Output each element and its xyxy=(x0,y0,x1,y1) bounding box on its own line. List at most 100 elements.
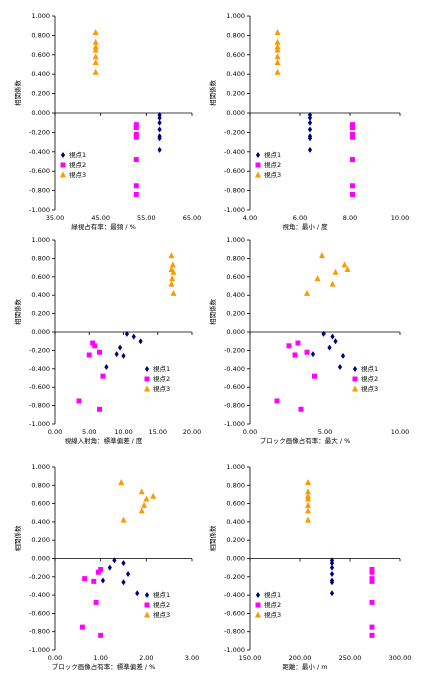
legend-marker xyxy=(255,592,261,598)
y-tick-label: 1.000 xyxy=(226,463,245,471)
point xyxy=(369,624,375,630)
point xyxy=(157,135,162,142)
legend-label: 視点2 xyxy=(153,600,170,609)
point xyxy=(170,289,177,296)
point xyxy=(329,571,335,578)
y-tick-label: -0.400 xyxy=(29,365,50,373)
legend-label: 視点1 xyxy=(153,364,170,373)
point xyxy=(329,590,335,597)
point xyxy=(124,330,130,337)
point xyxy=(97,406,103,412)
point xyxy=(329,560,335,567)
point xyxy=(305,479,311,486)
point xyxy=(107,564,112,571)
y-tick-label: 0.800 xyxy=(31,254,50,262)
y-tick-label: 0.200 xyxy=(31,90,50,98)
point xyxy=(369,569,375,575)
x-tick-label: 8.00 xyxy=(343,214,357,222)
y-tick-label: -0.200 xyxy=(29,573,50,581)
point xyxy=(98,632,104,638)
x-tick-label: 6.00 xyxy=(293,214,307,222)
point xyxy=(307,126,313,133)
x-axis-label: ブロック画像占有率：最大 / % xyxy=(260,436,351,445)
point xyxy=(274,28,281,35)
point xyxy=(118,479,125,486)
legend-marker xyxy=(352,376,358,382)
point xyxy=(92,38,99,45)
legend-marker xyxy=(144,602,150,608)
point xyxy=(307,135,313,142)
point xyxy=(157,146,162,153)
y-tick-label: 0.000 xyxy=(31,555,50,563)
legend-marker xyxy=(60,162,66,168)
point xyxy=(327,344,332,351)
legend-marker xyxy=(352,385,358,392)
point xyxy=(369,578,375,584)
y-tick-label: 1.000 xyxy=(31,236,50,244)
x-tick-label: 0.00 xyxy=(48,654,62,662)
y-tick-label: 0.000 xyxy=(226,109,245,117)
y-tick-label: -0.600 xyxy=(29,609,50,617)
legend-label: 視点2 xyxy=(361,374,378,383)
x-tick-label: 1.00 xyxy=(93,654,107,662)
x-tick-label: 200.00 xyxy=(289,654,312,662)
y-tick-label: 0.200 xyxy=(226,536,245,544)
y-tick-label: 0.800 xyxy=(31,31,50,39)
legend-label: 視点1 xyxy=(361,364,378,373)
point xyxy=(141,501,148,508)
point xyxy=(292,352,298,358)
y-tick-label: -0.200 xyxy=(29,128,50,136)
point xyxy=(350,125,355,131)
x-tick-label: 10.00 xyxy=(391,214,410,222)
y-tick-label: -0.800 xyxy=(224,187,245,195)
y-tick-label: -0.600 xyxy=(224,167,245,175)
point xyxy=(133,134,139,140)
y-tick-label: -1.000 xyxy=(224,646,245,654)
y-tick-label: -0.800 xyxy=(29,402,50,410)
x-axis-label: 緑視占有率：最頻 / % xyxy=(71,222,136,231)
point xyxy=(337,363,343,370)
point xyxy=(332,268,339,275)
point xyxy=(114,351,119,358)
point xyxy=(319,252,325,259)
legend-label: 視点2 xyxy=(264,160,281,169)
y-tick-label: 0.000 xyxy=(31,109,50,117)
point xyxy=(350,134,355,140)
y-tick-label: 0.800 xyxy=(226,31,245,39)
point xyxy=(307,114,313,121)
point xyxy=(350,183,355,189)
legend-marker xyxy=(144,592,150,598)
point xyxy=(329,564,335,571)
point xyxy=(369,576,375,582)
legend-marker xyxy=(255,602,261,608)
legend-marker xyxy=(144,376,150,382)
x-axis-label: ブロック画像占有率：標準偏差 / % xyxy=(52,662,156,671)
point xyxy=(341,261,348,268)
point xyxy=(92,28,99,35)
legend-marker xyxy=(144,366,150,372)
legend-marker xyxy=(144,385,150,392)
x-axis-label: 視線入射角：標準偏差 / 度 xyxy=(65,436,143,445)
point xyxy=(92,53,99,60)
point xyxy=(169,275,176,282)
legend-marker xyxy=(255,162,261,168)
point xyxy=(312,373,317,379)
y-tick-label: -0.600 xyxy=(224,383,245,391)
point xyxy=(298,406,304,412)
y-tick-label: 0.000 xyxy=(226,328,245,336)
x-tick-label: 0.00 xyxy=(243,428,257,436)
x-tick-label: 5.00 xyxy=(318,428,332,436)
point xyxy=(305,501,311,508)
point xyxy=(307,119,313,126)
y-tick-label: 0.800 xyxy=(31,481,50,489)
y-tick-label: 1.000 xyxy=(226,236,245,244)
point xyxy=(97,349,103,355)
y-tick-label: -0.800 xyxy=(224,628,245,636)
point xyxy=(100,577,106,584)
legend-label: 視点1 xyxy=(69,150,86,159)
legend-marker xyxy=(60,152,66,158)
x-tick-label: 5.00 xyxy=(82,428,96,436)
y-tick-label: -1.000 xyxy=(29,646,50,654)
y-tick-label: -0.400 xyxy=(29,591,50,599)
point xyxy=(135,590,140,597)
